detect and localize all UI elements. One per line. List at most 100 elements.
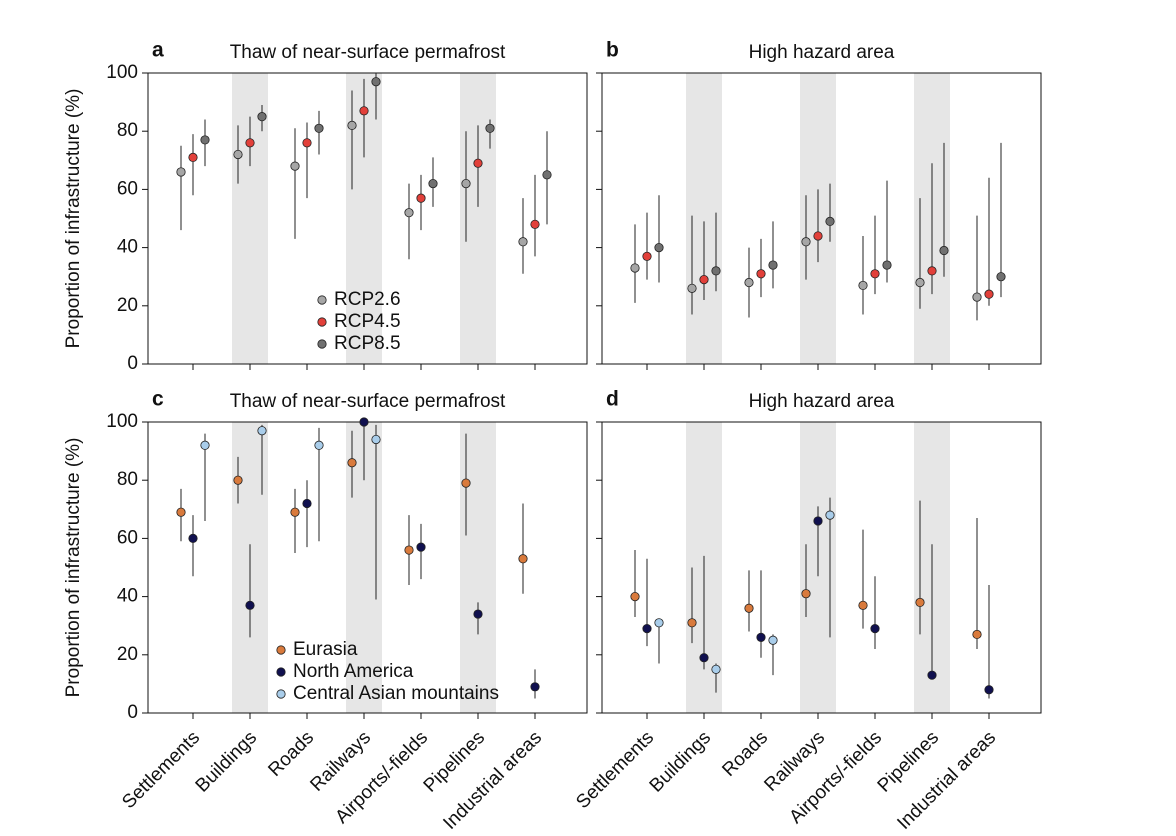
- point: [314, 123, 324, 133]
- legend-marker: [317, 317, 327, 327]
- y-tick-label: 60: [117, 527, 138, 548]
- y-tick-label: 0: [127, 702, 138, 723]
- legend-label: RCP4.5: [334, 311, 401, 332]
- point: [233, 475, 243, 485]
- point: [404, 545, 414, 555]
- plot-frame: [601, 72, 1042, 365]
- point: [404, 208, 414, 218]
- y-tick-label: 100: [106, 411, 138, 432]
- legend-marker: [317, 339, 327, 349]
- point: [257, 112, 267, 122]
- point: [518, 237, 528, 247]
- point: [245, 138, 255, 148]
- point: [744, 603, 754, 613]
- y-axis-label: Proportion of infrastructure (%): [63, 438, 84, 698]
- point: [347, 120, 357, 130]
- point: [744, 277, 754, 288]
- y-tick-label: 100: [106, 62, 138, 83]
- point: [257, 426, 267, 436]
- point: [530, 682, 540, 692]
- point: [687, 618, 697, 628]
- point: [996, 272, 1006, 282]
- point: [461, 478, 471, 488]
- point: [233, 149, 243, 160]
- point: [654, 243, 664, 253]
- point: [642, 624, 652, 634]
- point: [176, 167, 186, 177]
- point: [176, 507, 186, 517]
- point: [642, 251, 652, 261]
- point: [870, 269, 880, 279]
- point: [371, 434, 381, 445]
- point: [188, 152, 198, 162]
- panel-title: High hazard area: [749, 42, 895, 63]
- panel-letter: d: [606, 388, 619, 411]
- legend-label: North America: [293, 661, 414, 682]
- point: [858, 600, 868, 610]
- point: [927, 670, 937, 680]
- point: [302, 498, 312, 509]
- point: [485, 123, 495, 133]
- point: [768, 635, 778, 645]
- point: [699, 275, 709, 285]
- point: [200, 135, 210, 145]
- point: [801, 589, 811, 599]
- plot-frame: [147, 72, 588, 365]
- point: [927, 266, 937, 276]
- point: [825, 216, 835, 227]
- shade-band: [460, 73, 496, 364]
- point: [984, 289, 994, 299]
- point: [416, 542, 426, 552]
- panel-title: High hazard area: [749, 391, 895, 412]
- legend-marker: [317, 295, 327, 305]
- point: [542, 170, 552, 180]
- x-tick-label: Industrial areas: [893, 727, 1000, 834]
- point: [825, 510, 835, 520]
- point: [654, 618, 664, 628]
- panel-letter: a: [152, 39, 164, 62]
- point: [290, 507, 300, 517]
- x-tick-label: Settlements: [118, 727, 204, 813]
- point: [756, 632, 766, 642]
- point: [768, 260, 778, 270]
- panel-letter: c: [152, 388, 164, 411]
- x-tick-label: Settlements: [572, 727, 658, 813]
- point: [687, 283, 697, 293]
- y-tick-label: 20: [117, 644, 138, 665]
- point: [359, 417, 369, 427]
- x-tick-label: Roads: [718, 727, 772, 781]
- legend-label: RCP8.5: [334, 333, 401, 354]
- y-tick-label: 80: [117, 120, 138, 141]
- legend-marker: [276, 645, 286, 655]
- legend-label: Eurasia: [293, 639, 358, 660]
- y-tick-label: 0: [127, 353, 138, 374]
- point: [302, 138, 312, 148]
- point: [870, 624, 880, 634]
- point: [756, 269, 766, 279]
- point: [473, 158, 483, 168]
- point: [461, 178, 471, 189]
- legend-label: RCP2.6: [334, 289, 401, 310]
- point: [416, 193, 426, 203]
- point: [530, 219, 540, 229]
- point: [801, 237, 811, 247]
- point: [290, 161, 300, 171]
- point: [882, 260, 892, 270]
- x-tick-label: Buildings: [646, 727, 715, 796]
- point: [858, 280, 868, 291]
- point: [711, 266, 721, 276]
- y-tick-label: 80: [117, 469, 138, 490]
- point: [915, 277, 925, 288]
- point: [245, 600, 255, 610]
- point: [813, 516, 823, 526]
- y-tick-label: 40: [117, 586, 138, 607]
- point: [915, 597, 925, 608]
- x-tick-label: Industrial areas: [439, 727, 546, 834]
- point: [939, 245, 949, 256]
- x-tick-label: Buildings: [192, 727, 261, 796]
- point: [347, 458, 357, 468]
- point: [359, 106, 369, 116]
- y-tick-label: 60: [117, 178, 138, 199]
- point: [473, 609, 483, 619]
